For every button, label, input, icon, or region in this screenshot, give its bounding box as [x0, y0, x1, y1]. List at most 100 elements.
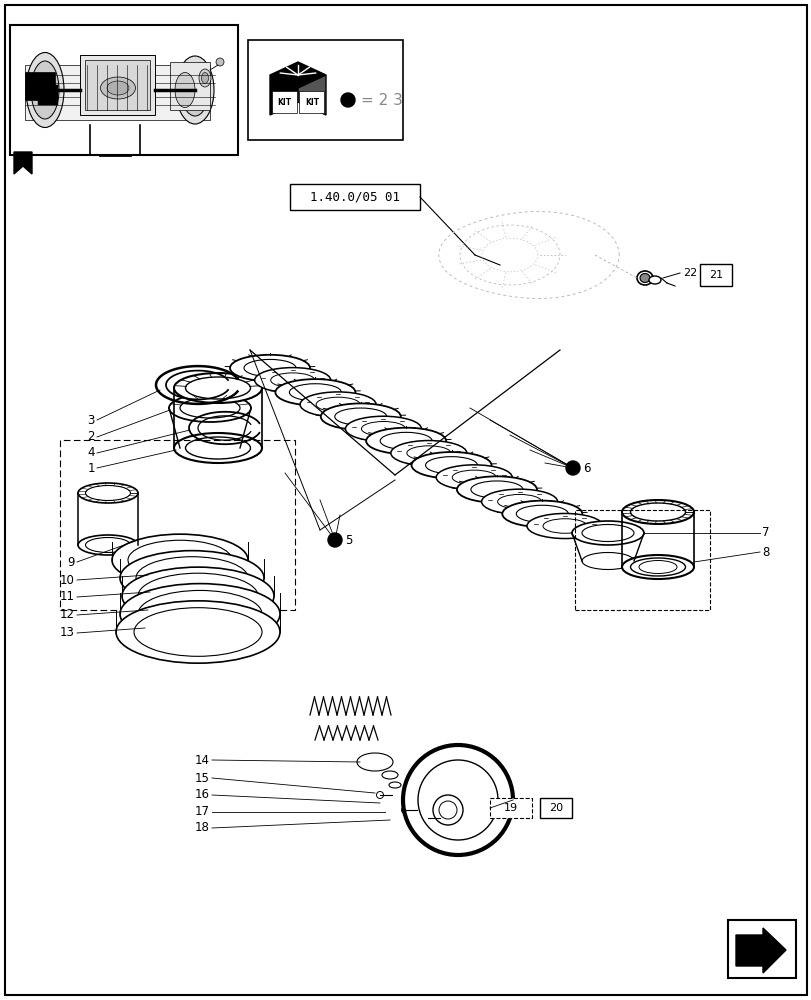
Ellipse shape [135, 557, 247, 599]
Ellipse shape [270, 373, 315, 387]
Text: 12: 12 [60, 608, 75, 621]
Bar [247, 40, 402, 140]
Ellipse shape [629, 558, 684, 576]
Text: 10: 10 [60, 574, 75, 586]
Text: 11: 11 [60, 590, 75, 603]
Text: 3: 3 [88, 414, 95, 426]
Ellipse shape [636, 271, 652, 285]
Ellipse shape [345, 416, 421, 441]
Bar [272, 91, 297, 113]
Ellipse shape [629, 503, 684, 521]
Ellipse shape [107, 81, 129, 95]
Ellipse shape [516, 505, 568, 522]
Text: 2: 2 [88, 430, 95, 444]
Ellipse shape [411, 452, 491, 478]
Ellipse shape [122, 567, 273, 625]
Ellipse shape [320, 403, 401, 430]
Text: 14: 14 [195, 754, 210, 766]
Text: 19: 19 [504, 803, 517, 813]
Bar [539, 798, 571, 818]
Polygon shape [298, 75, 325, 115]
Ellipse shape [230, 355, 310, 381]
Ellipse shape [289, 384, 341, 401]
Bar [169, 62, 210, 110]
Text: 22: 22 [682, 268, 697, 278]
Ellipse shape [481, 489, 557, 514]
Polygon shape [270, 75, 298, 115]
Text: 13: 13 [60, 626, 75, 640]
Text: 20: 20 [548, 803, 562, 813]
Ellipse shape [116, 601, 280, 663]
Ellipse shape [425, 457, 477, 474]
Ellipse shape [78, 483, 138, 503]
Ellipse shape [432, 795, 462, 825]
Ellipse shape [648, 276, 660, 284]
Ellipse shape [26, 52, 64, 128]
Ellipse shape [621, 500, 693, 524]
Circle shape [216, 58, 224, 66]
Ellipse shape [275, 379, 355, 406]
Text: 16: 16 [195, 788, 210, 801]
Ellipse shape [181, 64, 208, 116]
Text: 8: 8 [761, 546, 769, 558]
Bar [80, 55, 155, 115]
Ellipse shape [418, 760, 497, 840]
Bar [298, 91, 324, 113]
Ellipse shape [199, 69, 211, 87]
Text: 7: 7 [761, 526, 769, 540]
Ellipse shape [128, 540, 232, 580]
Bar [290, 184, 419, 210]
Ellipse shape [169, 394, 251, 422]
Bar [727, 920, 795, 978]
Ellipse shape [193, 389, 212, 397]
Ellipse shape [134, 608, 262, 656]
Ellipse shape [85, 486, 131, 500]
Ellipse shape [380, 432, 431, 450]
Circle shape [328, 533, 341, 547]
Text: KIT: KIT [277, 98, 290, 107]
Ellipse shape [138, 590, 262, 638]
Ellipse shape [452, 470, 496, 485]
Bar [60, 440, 294, 610]
Text: 1: 1 [88, 462, 95, 475]
Bar [10, 25, 238, 155]
Ellipse shape [381, 771, 397, 779]
Ellipse shape [497, 494, 541, 509]
Ellipse shape [180, 438, 240, 458]
Polygon shape [735, 928, 785, 973]
Text: 5: 5 [345, 534, 352, 546]
Bar [489, 798, 531, 818]
Ellipse shape [361, 422, 405, 436]
Ellipse shape [120, 551, 264, 605]
Ellipse shape [78, 535, 138, 555]
Circle shape [565, 461, 579, 475]
Text: 4: 4 [88, 446, 95, 460]
Bar [38, 85, 58, 105]
Text: 9: 9 [67, 556, 75, 568]
Bar [25, 65, 210, 120]
Text: = 2 3: = 2 3 [361, 93, 402, 108]
Ellipse shape [243, 359, 296, 377]
Ellipse shape [138, 573, 258, 619]
Ellipse shape [571, 521, 643, 545]
Ellipse shape [174, 433, 262, 463]
Ellipse shape [176, 56, 214, 124]
Ellipse shape [174, 373, 262, 403]
Text: 21: 21 [708, 270, 722, 280]
Ellipse shape [300, 392, 375, 417]
Ellipse shape [357, 753, 393, 771]
Ellipse shape [101, 77, 135, 99]
Ellipse shape [470, 481, 522, 498]
Polygon shape [270, 62, 325, 88]
Text: 1.40.0/05 01: 1.40.0/05 01 [310, 191, 400, 204]
Ellipse shape [366, 428, 445, 454]
Circle shape [401, 806, 408, 813]
Ellipse shape [31, 61, 59, 119]
Circle shape [376, 791, 383, 798]
Ellipse shape [436, 465, 512, 490]
Ellipse shape [201, 73, 208, 84]
Bar [574, 510, 709, 610]
Ellipse shape [85, 538, 131, 552]
Ellipse shape [639, 273, 649, 282]
Ellipse shape [315, 397, 359, 412]
